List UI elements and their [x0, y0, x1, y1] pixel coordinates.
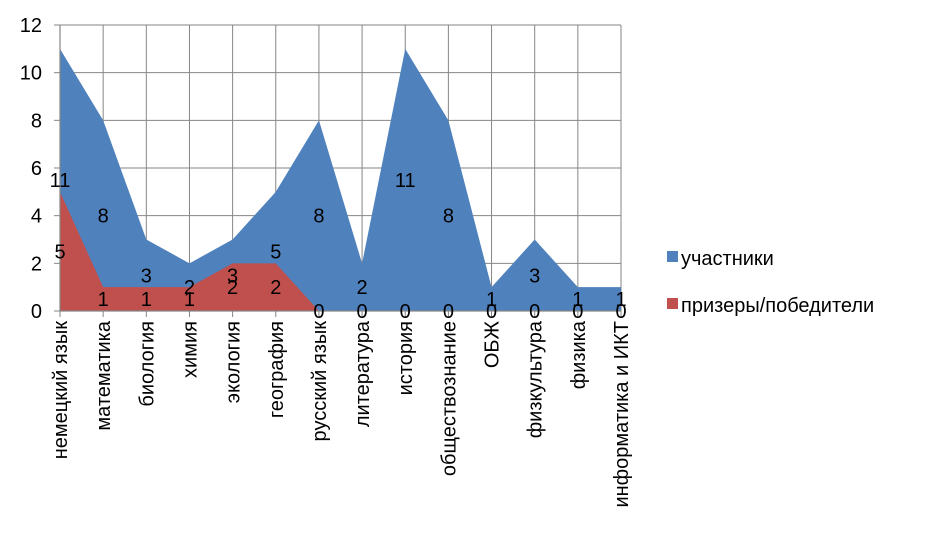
data-label-series-2: 1: [184, 289, 195, 311]
data-label-series-2: 0: [357, 301, 368, 323]
data-label-series-1: 3: [141, 265, 152, 287]
data-label-series-1: 11: [395, 170, 416, 192]
x-tick-label: физкультура: [525, 320, 547, 438]
data-label-series-2: 1: [98, 289, 109, 311]
data-label-series-2: 0: [313, 301, 324, 323]
y-tick-label: 4: [31, 206, 42, 228]
x-tick-label: экология: [223, 321, 245, 403]
data-label-series-1: 8: [443, 206, 454, 228]
data-label-series-2: 0: [615, 301, 626, 323]
data-label-series-1: 1: [615, 289, 626, 311]
y-tick-label: 8: [31, 110, 42, 132]
x-tick-label: информатика и ИКТ: [611, 321, 633, 508]
data-label-series-2: 2: [270, 277, 281, 299]
data-label-series-2: 0: [529, 301, 540, 323]
x-tick-label: химия: [179, 321, 201, 378]
y-axis-tick-labels: 0 2 4 6 8 10 12: [20, 15, 42, 323]
legend-swatch: [667, 251, 678, 262]
data-label-series-2: 1: [141, 289, 152, 311]
x-tick-label: биология: [136, 321, 158, 407]
data-label-series-1: 3: [529, 265, 540, 287]
x-tick-label: литература: [352, 320, 374, 427]
x-tick-label: ОБЖ: [482, 320, 504, 368]
x-tick-label: немецкий язык: [50, 321, 72, 460]
data-label-series-2: 2: [227, 277, 238, 299]
series-areas: [60, 48, 621, 311]
x-tick-label: обществознание: [438, 321, 460, 476]
legend-swatch: [667, 298, 678, 309]
x-tick-label: физика: [568, 320, 590, 389]
data-label-series-1: 3: [227, 265, 238, 287]
x-tick-label: география: [266, 321, 288, 418]
data-label-series-1: 2: [357, 277, 368, 299]
y-tick-label: 0: [31, 301, 42, 323]
y-tick-label: 10: [20, 63, 42, 85]
data-label-series-1: 5: [270, 241, 281, 263]
data-label-series-2: 5: [54, 241, 65, 263]
area-series-2: [60, 191, 621, 311]
axes: [54, 24, 622, 317]
data-label-series-2: 0: [443, 301, 454, 323]
y-tick-label: 12: [20, 15, 42, 37]
y-tick-label: 2: [31, 253, 42, 275]
area-series-1: [60, 48, 621, 311]
data-label-series-2: 0: [572, 301, 583, 323]
legend-label: призеры/победители: [681, 295, 874, 317]
x-tick-label: математика: [93, 320, 115, 430]
data-label-series-1: 2: [184, 277, 195, 299]
data-label-series-2: 0: [486, 301, 497, 323]
data-label-series-1: 11: [50, 170, 71, 192]
legend: участники призеры/победители: [667, 248, 874, 317]
y-tick-label: 6: [31, 158, 42, 180]
x-axis-tick-labels: немецкий язык математика биология химия экол…: [50, 320, 633, 507]
data-label-series-1: 1: [486, 289, 497, 311]
x-tick-label: история: [395, 321, 417, 395]
data-label-series-1: 1: [572, 289, 583, 311]
x-tick-label: русский язык: [309, 321, 331, 442]
data-label-series-1: 8: [98, 206, 109, 228]
data-label-series-1: 8: [313, 206, 324, 228]
data-label-series-2: 0: [400, 301, 411, 323]
legend-label: участники: [681, 248, 774, 270]
